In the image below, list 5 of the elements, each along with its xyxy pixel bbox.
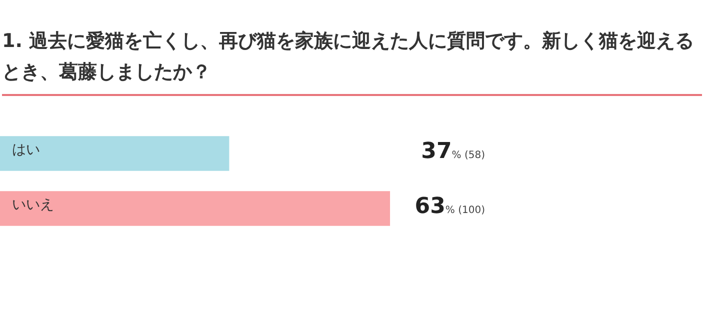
data-label: 63% (100) xyxy=(414,194,485,218)
y-tick-label: いいえ xyxy=(12,197,54,214)
y-tick-label: はい xyxy=(12,142,40,158)
data-label: 37% (58) xyxy=(421,138,485,164)
chart-title: 1. 過去に愛猫を亡くし、再び猫を家族に迎えた人に質問です。新しく猫を迎えるとき、葛藤しましたか？ xyxy=(2,26,702,96)
